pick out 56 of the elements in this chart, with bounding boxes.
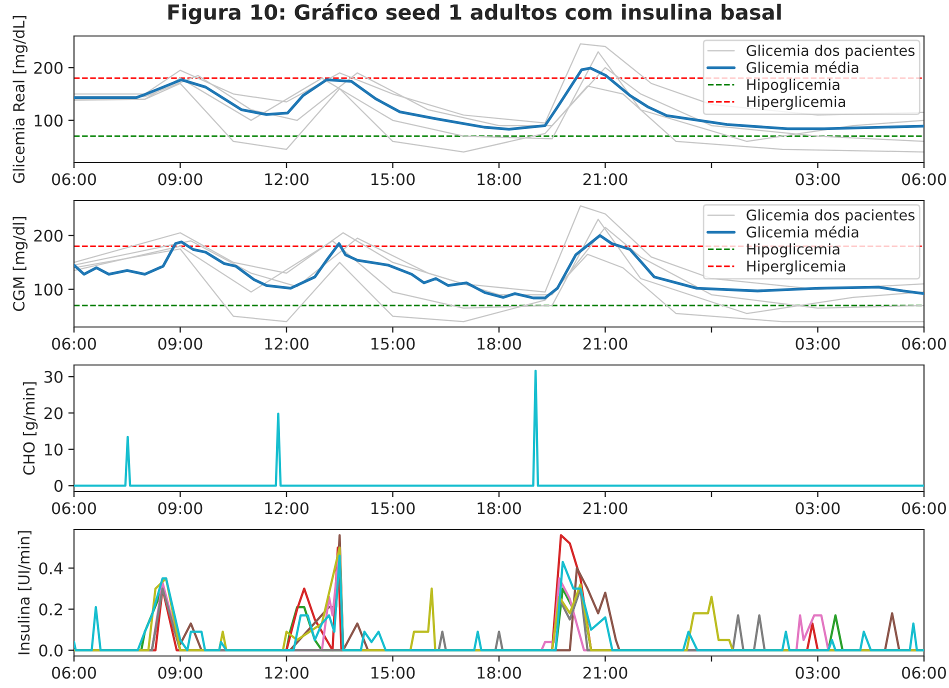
- x-tick-label: 09:00: [158, 666, 202, 679]
- legend-label: Hipoglicemia: [747, 243, 840, 258]
- y-axis-title: Glicemia Real [mg/dL]: [12, 16, 28, 183]
- x-tick-label: 09:00: [158, 502, 202, 514]
- x-tick-label: 09:00: [158, 338, 202, 350]
- x-tick-label: 06:00: [52, 173, 96, 186]
- x-tick-label: 18:00: [478, 173, 521, 186]
- y-tick-label: 0.2: [39, 603, 62, 616]
- y-axis-title: CGM [mg/dl]: [12, 216, 28, 311]
- x-tick-label: 06:00: [52, 502, 96, 514]
- y-tick-label: 100: [34, 284, 63, 296]
- y-tick-label: 100: [34, 114, 63, 127]
- y-tick-label: 0: [54, 480, 63, 492]
- x-tick-label: 15:00: [371, 502, 415, 514]
- x-tick-label: 12:00: [265, 502, 308, 514]
- x-tick-label: 06:00: [902, 338, 946, 350]
- x-tick-label: 06:00: [902, 502, 946, 514]
- x-tick-label: 03:00: [796, 502, 840, 514]
- y-tick-label: 30: [44, 370, 63, 383]
- legend-label: Glicemia dos pacientes: [746, 209, 915, 224]
- x-tick-label: 06:00: [902, 173, 946, 186]
- legend-label: Glicemia dos pacientes: [746, 44, 915, 59]
- y-tick-label: 10: [45, 444, 63, 456]
- x-tick-label: 03:00: [796, 173, 840, 186]
- legend-label: Hiperglicemia: [747, 96, 846, 110]
- y-tick-label: 200: [34, 62, 63, 74]
- x-tick-label: 06:00: [902, 666, 946, 679]
- x-tick-label: 15:00: [371, 338, 415, 350]
- legend-label: Glicemia média: [746, 226, 858, 238]
- y-tick-label: 20: [44, 407, 63, 420]
- x-tick-label: 12:00: [265, 666, 308, 679]
- legend-label: Hiperglicemia: [747, 260, 846, 274]
- x-tick-label: 18:00: [478, 502, 521, 514]
- x-tick-label: 15:00: [371, 173, 415, 186]
- x-tick-label: 21:00: [583, 666, 628, 679]
- x-tick-label: 18:00: [478, 666, 521, 679]
- x-tick-label: 03:00: [796, 338, 840, 350]
- x-tick-label: 06:00: [52, 338, 96, 350]
- x-tick-label: 09:00: [158, 173, 202, 186]
- y-axis-title: Insulina [UI/min]: [18, 531, 32, 654]
- x-tick-label: 21:00: [583, 338, 628, 350]
- y-tick-label: 0.4: [39, 562, 63, 574]
- x-tick-label: 18:00: [478, 338, 521, 350]
- x-tick-label: 15:00: [371, 666, 415, 679]
- y-tick-label: 0.0: [39, 644, 63, 657]
- x-tick-label: 21:00: [583, 173, 628, 186]
- x-tick-label: 06:00: [52, 666, 96, 679]
- chart-title: Figura 10: Gráfico seed 1 adultos com insulina basal: [168, 3, 781, 24]
- x-tick-label: 12:00: [265, 338, 308, 350]
- y-tick-label: 200: [34, 230, 63, 242]
- legend-label: Hipoglicemia: [747, 78, 840, 93]
- x-tick-label: 03:00: [796, 666, 840, 679]
- y-axis-title: CHO [g/min]: [22, 382, 38, 475]
- x-tick-label: 12:00: [265, 173, 308, 186]
- legend-label: Glicemia média: [746, 61, 858, 74]
- x-tick-label: 21:00: [583, 502, 628, 514]
